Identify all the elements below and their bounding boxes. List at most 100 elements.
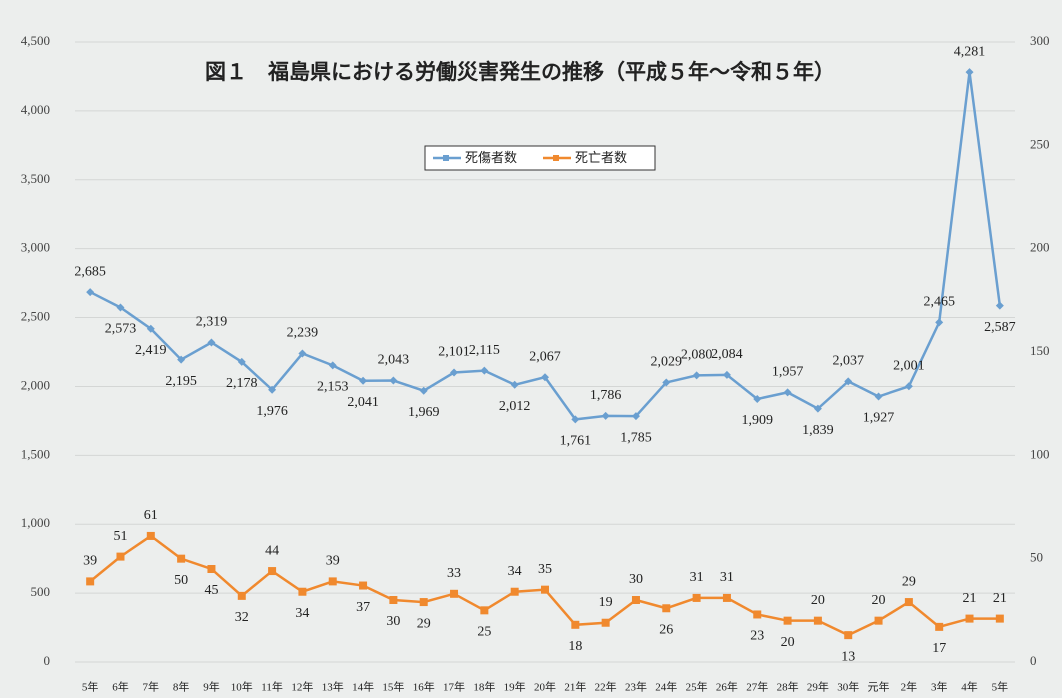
marker [146,531,155,540]
y-tick-label: 2,500 [21,309,50,324]
marker [965,68,974,77]
x-tick-label: 9年 [203,680,220,694]
data-label: 20 [872,593,886,608]
y2-tick-label: 200 [1030,240,1050,255]
data-label: 2,153 [317,380,349,395]
y-tick-label: 4,000 [21,102,50,117]
marker [813,404,822,413]
x-tick-label: 22年 [595,680,617,694]
marker [995,614,1004,623]
x-tick-label: 18年 [473,680,495,694]
legend-label: 死傷者数 [465,150,517,165]
data-label: 2,685 [74,264,106,279]
data-label: 33 [447,566,461,581]
marker [328,361,337,370]
data-label: 44 [265,543,279,558]
data-label: 2,319 [196,315,228,330]
x-tick-label: 10年 [231,680,253,694]
data-label: 1,786 [590,388,622,403]
marker [359,581,368,590]
data-label: 2,029 [651,355,683,370]
data-label: 20 [811,593,825,608]
marker [601,618,610,627]
data-label: 2,037 [832,354,864,369]
marker [510,380,519,389]
marker [692,371,701,380]
y-tick-label: 3,500 [21,171,50,186]
marker [389,376,398,385]
data-label: 61 [144,508,158,523]
data-label: 29 [417,616,431,631]
marker [480,366,489,375]
marker [419,598,428,607]
data-label: 37 [356,600,370,615]
marker [541,585,549,594]
y2-tick-label: 50 [1030,550,1043,565]
x-tick-label: 26年 [716,680,738,694]
y-tick-label: 1,000 [21,515,50,530]
marker [86,288,95,297]
marker [510,587,519,596]
marker [298,587,307,596]
x-tick-label: 5年 [82,680,99,694]
data-label: 45 [204,583,218,598]
x-tick-label: 29年 [807,680,829,694]
marker [783,388,792,397]
data-label: 13 [841,649,855,664]
data-label: 29 [902,574,916,589]
marker [813,616,822,625]
marker [844,631,853,640]
legend-marker [553,155,559,161]
marker [904,598,913,607]
x-tick-label: 6年 [112,680,129,694]
x-tick-label: 13年 [322,680,344,694]
data-label: 2,587 [984,320,1016,335]
y-tick-label: 1,500 [21,446,50,461]
marker [935,318,944,327]
x-tick-label: 元年 [868,680,890,694]
marker [359,376,368,385]
x-tick-label: 3年 [931,680,948,694]
legend-marker [443,155,449,161]
data-label: 1,785 [620,430,652,445]
y2-tick-label: 250 [1030,136,1050,151]
x-tick-label: 27年 [746,680,768,694]
data-label: 21 [963,591,977,606]
data-label: 51 [113,529,127,544]
data-label: 2,573 [105,322,137,337]
marker [753,610,762,619]
data-label: 34 [295,606,309,621]
y-tick-label: 2,000 [21,377,50,392]
x-tick-label: 14年 [352,680,374,694]
marker [177,554,186,563]
x-tick-label: 15年 [382,680,404,694]
data-label: 2,239 [287,326,319,341]
x-tick-label: 23年 [625,680,647,694]
marker [631,412,640,421]
marker [631,596,640,604]
data-label: 2,043 [378,353,410,368]
y2-tick-label: 300 [1030,33,1050,48]
marker [116,552,125,561]
x-tick-label: 20年 [534,680,556,694]
marker [268,385,277,394]
marker [450,589,459,598]
data-label: 31 [690,570,704,585]
x-tick-label: 25年 [686,680,708,694]
x-tick-label: 19年 [504,680,526,694]
data-label: 1,969 [408,405,440,420]
data-label: 2,001 [893,359,925,374]
data-label: 1,909 [742,413,774,428]
marker [328,577,337,586]
y2-tick-label: 0 [1030,653,1037,668]
x-tick-label: 11年 [261,680,283,694]
y-tick-label: 500 [31,584,51,599]
data-label: 2,195 [165,374,197,389]
data-label: 2,115 [469,343,500,358]
marker [298,349,307,358]
data-label: 32 [235,610,249,625]
x-tick-label: 8年 [173,680,190,694]
x-tick-label: 28年 [777,680,799,694]
